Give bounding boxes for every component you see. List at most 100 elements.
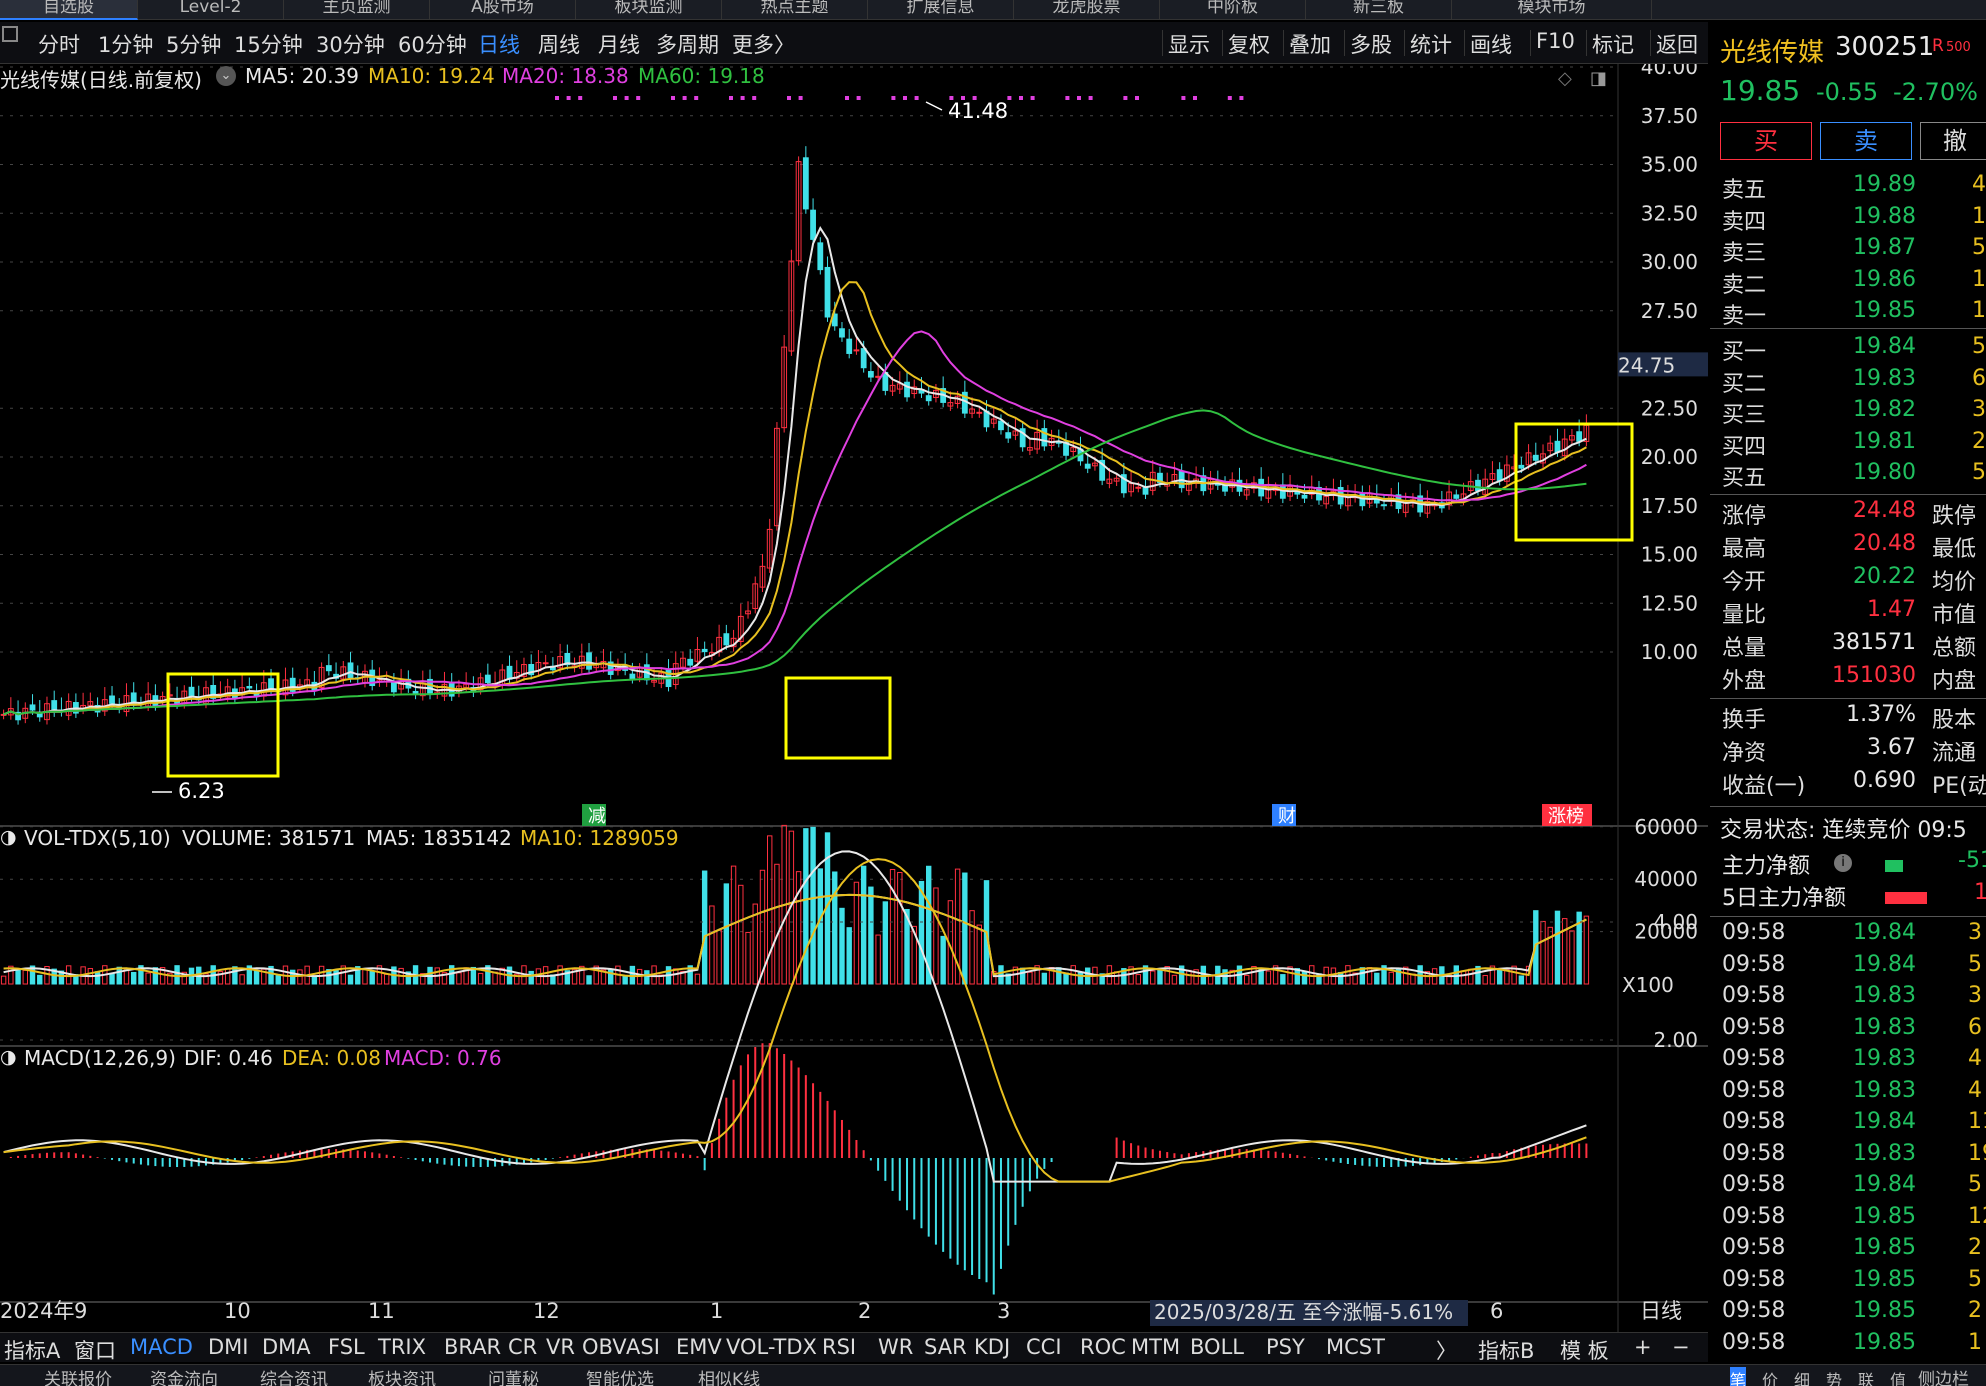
vol-legend-icon[interactable]: ◑ [0,826,17,848]
candle [109,695,115,704]
period-5[interactable]: 60分钟 [398,33,467,57]
indicator-1[interactable]: 窗口 [74,1339,116,1363]
top-tab-2[interactable]: 主页监测 [284,0,430,20]
bottom-tab-0[interactable]: 关联报价 [44,1370,112,1386]
legend-toggle-icon[interactable]: ⌄ [216,66,236,86]
indicator-26[interactable]: 模 板 [1560,1339,1609,1363]
info-icon[interactable]: i [1834,854,1852,872]
macd-legend-icon[interactable]: ◑ [0,1046,17,1068]
tool-7[interactable]: 标记 [1592,33,1634,57]
bottom-tab-4[interactable]: 问董秘 [488,1370,539,1386]
tool-4[interactable]: 统计 [1410,33,1452,57]
indicator-25[interactable]: 指标B [1478,1339,1535,1363]
bottom-tab-2[interactable]: 综合资讯 [260,1370,328,1386]
top-tab-5[interactable]: 热点主题 [722,0,868,20]
side-tab-3[interactable]: 势 [1826,1371,1843,1386]
side-tab-1[interactable]: 价 [1762,1371,1779,1386]
ask-row[interactable]: 卖三 19.87 5 [1710,235,1986,266]
indicator-23[interactable]: MCST [1326,1335,1385,1359]
indicator-15[interactable]: WR [878,1335,914,1359]
top-tab-1[interactable]: Level-2 [138,0,284,20]
bottom-tab-6[interactable]: 相似K线 [698,1370,761,1386]
indicator-14[interactable]: RSI [822,1335,857,1359]
top-tab-3[interactable]: A股市场 [430,0,576,20]
indicator-18[interactable]: CCI [1026,1335,1062,1359]
tool-3[interactable]: 多股 [1350,33,1392,57]
tool-5[interactable]: 画线 [1470,33,1512,57]
side-tab-0[interactable]: 笔 [1730,1367,1747,1386]
panel-toggle-icon[interactable]: ◨ [1590,68,1608,89]
indicator-6[interactable]: TRIX [378,1335,426,1359]
indicator-13[interactable]: VOL-TDX [726,1335,817,1359]
indicator-24[interactable]: 〉 [1436,1339,1457,1363]
tool-2[interactable]: 叠加 [1289,33,1331,57]
indicator-8[interactable]: CR [508,1335,538,1359]
bid-row[interactable]: 买三 19.82 3 [1710,397,1986,428]
indicator-3[interactable]: DMI [208,1335,249,1359]
period-4[interactable]: 30分钟 [316,33,385,57]
period-9[interactable]: 多周期 [656,33,719,57]
top-tab-6[interactable]: 扩展信息 [868,0,1014,20]
indicator-12[interactable]: EMV [676,1335,722,1359]
sell-button[interactable]: 卖 [1820,122,1912,160]
period-3[interactable]: 15分钟 [234,33,303,57]
indicator-27[interactable]: + [1634,1335,1652,1359]
top-tab-8[interactable]: 中阶板 [1160,0,1306,20]
diamond-icon[interactable]: ◇ [1558,68,1572,89]
ask-row[interactable]: 卖四 19.88 1 [1710,204,1986,235]
period-10[interactable]: 更多〉 [732,33,795,57]
indicator-0[interactable]: 指标A [4,1339,61,1363]
indicator-22[interactable]: PSY [1266,1335,1305,1359]
indicator-7[interactable]: BRAR [444,1335,502,1359]
cancel-button[interactable]: 撤 [1920,122,1986,160]
side-tab-2[interactable]: 细 [1794,1371,1811,1386]
period-2[interactable]: 5分钟 [166,33,222,57]
event-dot [798,96,803,100]
indicator-16[interactable]: SAR [924,1335,967,1359]
top-tab-7[interactable]: 龙虎股票 [1014,0,1160,20]
period-1[interactable]: 1分钟 [98,33,154,57]
indicator-9[interactable]: VR [546,1335,575,1359]
period-0[interactable]: 分时 [38,33,80,57]
bottom-tab-3[interactable]: 板块资讯 [368,1370,436,1386]
indicator-2[interactable]: MACD [130,1335,193,1359]
side-tab-4[interactable]: 联 [1858,1371,1875,1386]
indicator-20[interactable]: MTM [1131,1335,1181,1359]
indicator-17[interactable]: KDJ [974,1335,1011,1359]
indicator-10[interactable]: OBV [582,1335,627,1359]
top-tab-10[interactable]: 模块市场 [1452,0,1652,20]
top-tab-9[interactable]: 新三板 [1306,0,1452,20]
bid-row[interactable]: 买五 19.80 50 [1710,460,1986,491]
bottom-tab-1[interactable]: 资金流向 [150,1370,218,1386]
bottom-tab-7[interactable]: 侧边栏 [1918,1370,1969,1386]
indicator-4[interactable]: DMA [262,1335,311,1359]
indicator-5[interactable]: FSL [328,1335,365,1359]
top-tab-0[interactable]: 自选股 [0,0,138,20]
bid-row[interactable]: 买四 19.81 22 [1710,429,1986,460]
side-tab-5[interactable]: 值 [1890,1371,1907,1386]
chart-area[interactable]: 40.00 37.50 35.00 32.50 30.00 27.50 22.50 20.00… [0,64,1708,1332]
ask-row[interactable]: 卖一 19.85 1 [1710,298,1986,329]
buy-button[interactable]: 买 [1720,122,1812,160]
indicator-11[interactable]: ASI [626,1335,660,1359]
tool-8[interactable]: 返回 [1656,33,1698,57]
bottom-tab-5[interactable]: 智能优选 [586,1370,654,1386]
indicator-21[interactable]: BOLL [1190,1335,1244,1359]
tool-6[interactable]: F10 [1536,29,1575,53]
window-icon[interactable] [2,26,18,42]
tool-1[interactable]: 复权 [1228,33,1270,57]
ask-row[interactable]: 卖五 19.89 4 [1710,172,1986,203]
indicator-19[interactable]: ROC [1080,1335,1126,1359]
tool-0[interactable]: 显示 [1168,33,1210,57]
top-tab-4[interactable]: 板块监测 [576,0,722,20]
period-8[interactable]: 月线 [598,33,640,57]
period-7[interactable]: 周线 [538,33,580,57]
indicator-28[interactable]: − [1672,1335,1690,1359]
ask-row[interactable]: 卖二 19.86 1 [1710,267,1986,298]
bid-row[interactable]: 买二 19.83 6 [1710,366,1986,397]
bid-row[interactable]: 买一 19.84 5 [1710,334,1986,365]
highlight-box-1 [784,676,892,760]
volume-bar [29,965,36,985]
volume-bar [579,965,585,985]
period-6[interactable]: 日线 [478,33,520,57]
